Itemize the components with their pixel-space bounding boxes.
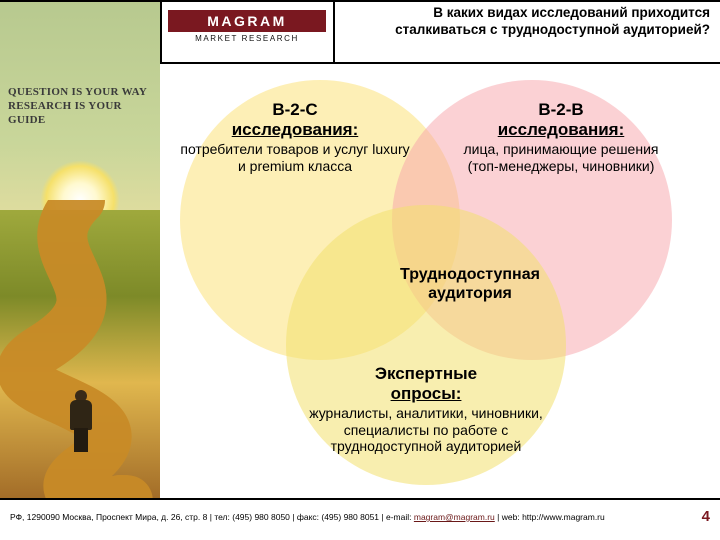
- footer-address: РФ, 1290090 Москва, Проспект Мира, д. 26…: [10, 512, 207, 522]
- expert-desc: журналисты, аналитики, чиновники, специа…: [308, 405, 544, 455]
- venn-diagram: B-2-C исследования: потребители товаров …: [170, 70, 690, 500]
- b2b-desc: лица, принимающие решения (топ-менеджеры…: [450, 141, 672, 175]
- rule-bottom: [0, 498, 720, 500]
- venn-label-b2b: B-2-B исследования: лица, принимающие ре…: [450, 100, 672, 174]
- footer-email-label: e-mail:: [386, 512, 412, 522]
- left-keyvisual: Question Is Your Way research is your gu…: [0, 0, 160, 498]
- b2c-header: B-2-C: [180, 100, 410, 120]
- page-title: В каких видах исследований приходится ст…: [340, 5, 710, 39]
- footer: РФ, 1290090 Москва, Проспект Мира, д. 26…: [10, 512, 700, 522]
- logo-main: MAGRAM: [168, 10, 326, 32]
- slide: Question Is Your Way research is your gu…: [0, 0, 720, 540]
- venn-label-b2c: B-2-C исследования: потребители товаров …: [180, 100, 410, 174]
- rule-top: [0, 0, 720, 2]
- logo: MAGRAM MARKET RESEARCH: [168, 10, 326, 54]
- b2b-sub: исследования:: [450, 120, 672, 140]
- rule-h2: [160, 62, 720, 64]
- b2b-header: B-2-B: [450, 100, 672, 120]
- footer-email-link[interactable]: magram@magram.ru: [414, 512, 495, 522]
- venn-label-center: Труднодоступная аудитория: [360, 265, 580, 303]
- rule-v1: [160, 0, 162, 62]
- rule-v2: [333, 0, 335, 62]
- footer-web-label: web:: [502, 512, 520, 522]
- tagline: Question Is Your Way research is your gu…: [8, 86, 152, 127]
- expert-header: Экспертные: [308, 364, 544, 384]
- person-icon: [70, 390, 92, 455]
- footer-tel: тел: (495) 980 8050: [214, 512, 290, 522]
- logo-sub: MARKET RESEARCH: [168, 34, 326, 43]
- page-number: 4: [702, 508, 710, 525]
- b2c-desc: потребители товаров и услуг luxury и pre…: [180, 141, 410, 175]
- expert-sub: опросы:: [308, 384, 544, 404]
- b2c-sub: исследования:: [180, 120, 410, 140]
- footer-web: http://www.magram.ru: [522, 512, 605, 522]
- venn-label-expert: Экспертные опросы: журналисты, аналитики…: [308, 364, 544, 455]
- footer-fax: факс: (495) 980 8051: [297, 512, 379, 522]
